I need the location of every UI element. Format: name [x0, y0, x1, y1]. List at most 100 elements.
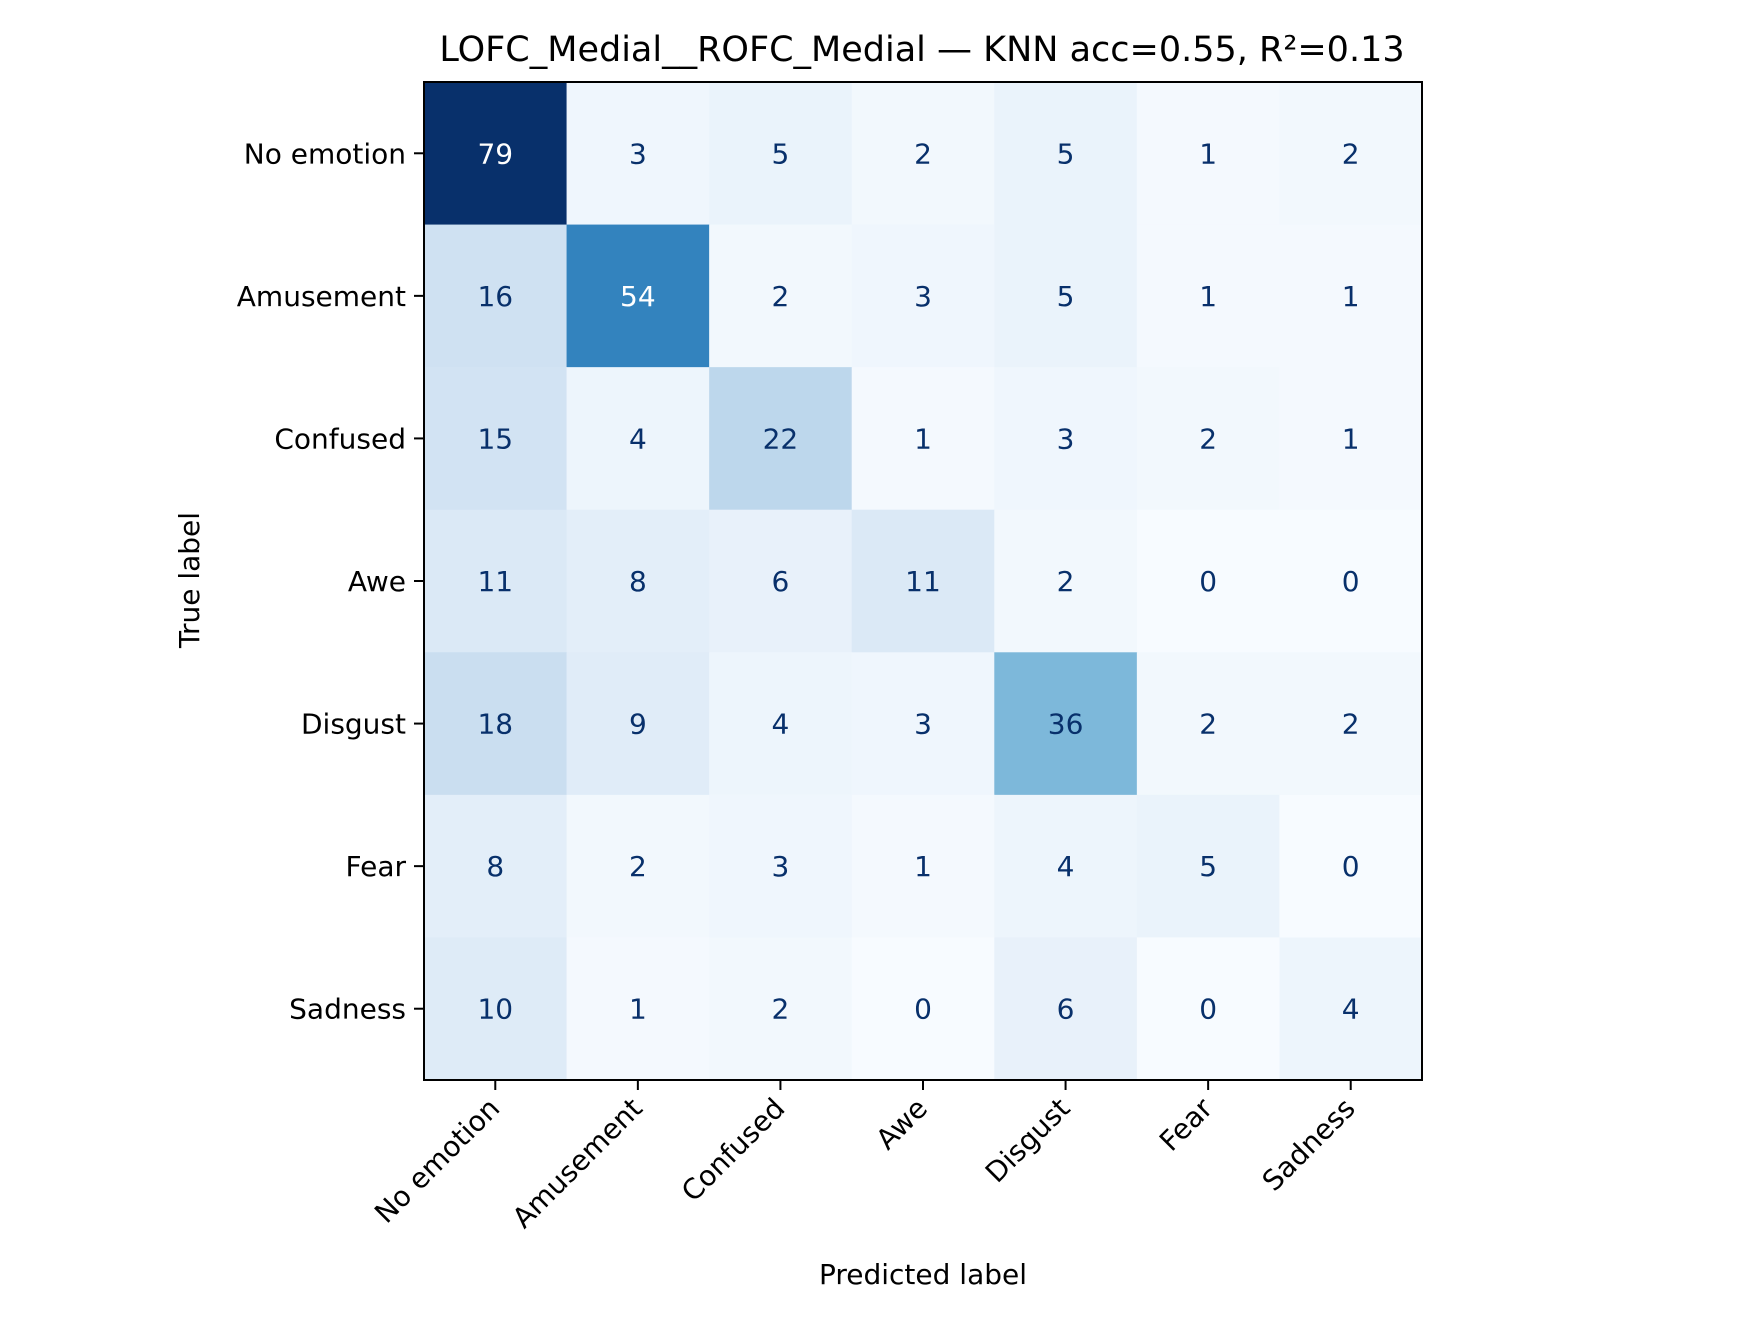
heatmap-cell: [1279, 509, 1423, 653]
cell-value-label: 22: [763, 422, 799, 455]
cell-value-label: 4: [772, 708, 790, 741]
heatmap-cell: [851, 937, 995, 1081]
heatmap-cell: [994, 652, 1138, 796]
cell-value-label: 8: [629, 565, 647, 598]
cell-value-label: 3: [772, 850, 790, 883]
heatmap-cell: [566, 367, 710, 511]
heatmap-cell: [424, 937, 568, 1081]
cell-value-label: 4: [629, 422, 647, 455]
cell-value-label: 4: [1342, 993, 1360, 1026]
heatmap-cell: [1136, 367, 1280, 511]
heatmap-cell: [994, 82, 1138, 226]
heatmap-cell: [709, 82, 853, 226]
heatmap-cell: [424, 509, 568, 653]
heatmap-cell: [424, 652, 568, 796]
cell-value-label: 6: [772, 565, 790, 598]
cell-value-label: 11: [477, 565, 513, 598]
cell-value-label: 2: [772, 280, 790, 313]
heatmap-cell: [424, 794, 568, 938]
cell-value-label: 0: [1199, 993, 1217, 1026]
heatmap-cell: [566, 937, 710, 1081]
cell-value-label: 2: [1342, 137, 1360, 170]
heatmap-cell: [1279, 652, 1423, 796]
y-tick-label: Awe: [348, 565, 406, 598]
y-tick-label: No emotion: [244, 137, 406, 170]
heatmap-cell: [424, 82, 568, 226]
cell-value-label: 1: [1342, 422, 1360, 455]
heatmap-cell: [851, 652, 995, 796]
heatmap-cell: [424, 224, 568, 368]
cell-value-label: 1: [914, 850, 932, 883]
x-tick-label: Sadness: [1256, 1092, 1362, 1198]
cell-value-label: 0: [914, 993, 932, 1026]
heatmap-cell: [851, 224, 995, 368]
cell-value-label: 1: [1199, 137, 1217, 170]
y-tick-label: Sadness: [289, 993, 406, 1026]
cell-value-label: 3: [1057, 422, 1075, 455]
chart-title: LOFC_Medial__ROFC_Medial — KNN acc=0.55,…: [439, 30, 1404, 70]
heatmap-cell: [566, 224, 710, 368]
heatmap-cell: [851, 794, 995, 938]
x-axis: No emotion Amusement Confused Awe Disgust Fea…: [368, 1080, 1362, 1235]
cell-value-label: 6: [1057, 993, 1075, 1026]
cell-value-label: 2: [772, 993, 790, 1026]
heatmap-cell: [709, 224, 853, 368]
heatmap-cell: [709, 652, 853, 796]
y-tick-label: Disgust: [301, 708, 406, 741]
cell-value-label: 1: [1342, 280, 1360, 313]
cell-value-label: 8: [486, 850, 504, 883]
cell-value-label: 5: [1057, 280, 1075, 313]
cell-value-label: 15: [477, 422, 513, 455]
cell-value-label: 79: [477, 137, 513, 170]
heatmap-cell: [1279, 937, 1423, 1081]
y-axis: No emotion Amusement Confused Awe Disgust Fea…: [237, 137, 424, 1026]
cell-value-label: 2: [914, 137, 932, 170]
cell-value-label: 0: [1342, 850, 1360, 883]
heatmap-cell: [1136, 794, 1280, 938]
cell-value-label: 3: [914, 708, 932, 741]
cell-value-label: 2: [1199, 708, 1217, 741]
cell-value-label: 10: [477, 993, 513, 1026]
cell-value-label: 0: [1342, 565, 1360, 598]
cell-value-label: 5: [772, 137, 790, 170]
heatmap-cell: [994, 509, 1138, 653]
x-tick-label: Confused: [675, 1092, 791, 1208]
cell-value-label: 18: [477, 708, 513, 741]
cell-value-label: 16: [477, 280, 513, 313]
heatmap-cells: 79 3 5 2 5 1 216 54 2 3 5 1 115 4 22 1 3 2 111 8 6 11 2 0 018 9 4 3…: [424, 82, 1423, 1081]
heatmap-cell: [994, 794, 1138, 938]
cell-value-label: 2: [1199, 422, 1217, 455]
heatmap-cell: [1279, 82, 1423, 226]
heatmap-cell: [1279, 224, 1423, 368]
heatmap-cell: [994, 367, 1138, 511]
cell-value-label: 4: [1057, 850, 1075, 883]
heatmap-cell: [1136, 937, 1280, 1081]
y-tick-label: Confused: [274, 422, 406, 455]
y-tick-label: Fear: [346, 850, 407, 883]
cell-value-label: 5: [1199, 850, 1217, 883]
heatmap-cell: [851, 367, 995, 511]
heatmap-cell: [851, 509, 995, 653]
heatmap-cell: [1279, 367, 1423, 511]
heatmap-cell: [994, 937, 1138, 1081]
heatmap-cell: [709, 937, 853, 1081]
heatmap-cell: [566, 82, 710, 226]
x-tick-label: Fear: [1153, 1091, 1219, 1157]
heatmap-cell: [709, 367, 853, 511]
cell-value-label: 1: [1199, 280, 1217, 313]
heatmap-cell: [424, 367, 568, 511]
heatmap-cell: [994, 224, 1138, 368]
heatmap-cell: [1136, 224, 1280, 368]
heatmap-cell: [851, 82, 995, 226]
heatmap-cell: [1279, 794, 1423, 938]
cell-value-label: 0: [1199, 565, 1217, 598]
heatmap-cell: [566, 794, 710, 938]
cell-value-label: 3: [629, 137, 647, 170]
cell-value-label: 2: [1057, 565, 1075, 598]
cell-value-label: 36: [1048, 708, 1084, 741]
heatmap-cell: [709, 509, 853, 653]
cell-value-label: 2: [1342, 708, 1360, 741]
cell-value-label: 5: [1057, 137, 1075, 170]
x-axis-label: Predicted label: [819, 1258, 1027, 1291]
